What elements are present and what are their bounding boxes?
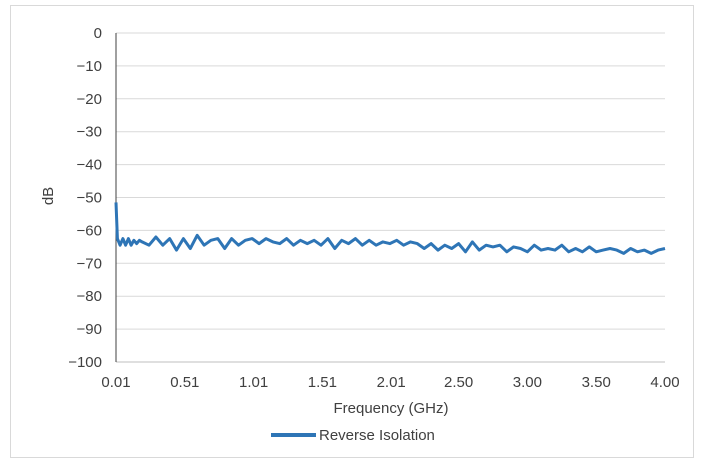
y-tick-label: −40 [77, 157, 102, 174]
y-tick-label: −30 [77, 124, 102, 141]
x-tick-label: 4.00 [650, 374, 679, 391]
legend: Reverse Isolation [271, 427, 435, 444]
y-tick-label: −20 [77, 91, 102, 108]
y-tick-label: −90 [77, 321, 102, 338]
x-tick-label: 3.50 [582, 374, 611, 391]
y-tick-label: −10 [77, 58, 102, 75]
y-tick-label: 0 [94, 25, 102, 42]
y-tick-label: −100 [68, 354, 102, 371]
x-tick-label: 2.50 [444, 374, 473, 391]
legend-label-reverse-isolation: Reverse Isolation [319, 427, 435, 444]
x-axis-title: Frequency (GHz) [333, 400, 448, 417]
x-tick-label: 0.01 [101, 374, 130, 391]
x-tick-label: 3.00 [513, 374, 542, 391]
chart-frame [10, 5, 694, 458]
axes [115, 33, 665, 363]
y-tick-label: −50 [77, 190, 102, 207]
grid-lines [116, 32, 665, 330]
x-tick-label: 2.01 [377, 374, 406, 391]
x-tick-label: 1.51 [308, 374, 337, 391]
x-tick-labels: 0.01 0.51 1.01 1.51 2.01 2.50 3.00 3.50 4.00 [101, 374, 679, 391]
y-axis-title: dB [40, 187, 57, 205]
series-lines [114, 202, 666, 255]
x-tick-label: 0.51 [170, 374, 199, 391]
y-tick-labels: 0 −10 −20 −30 −40 −50 −60 −70 −80 −90 −100 [68, 25, 102, 371]
y-tick-label: −70 [77, 255, 102, 272]
x-tick-label: 1.01 [239, 374, 268, 391]
y-tick-label: −60 [77, 222, 102, 239]
y-tick-label: −80 [77, 288, 102, 305]
series-line-reverse-isolation [114, 202, 666, 255]
